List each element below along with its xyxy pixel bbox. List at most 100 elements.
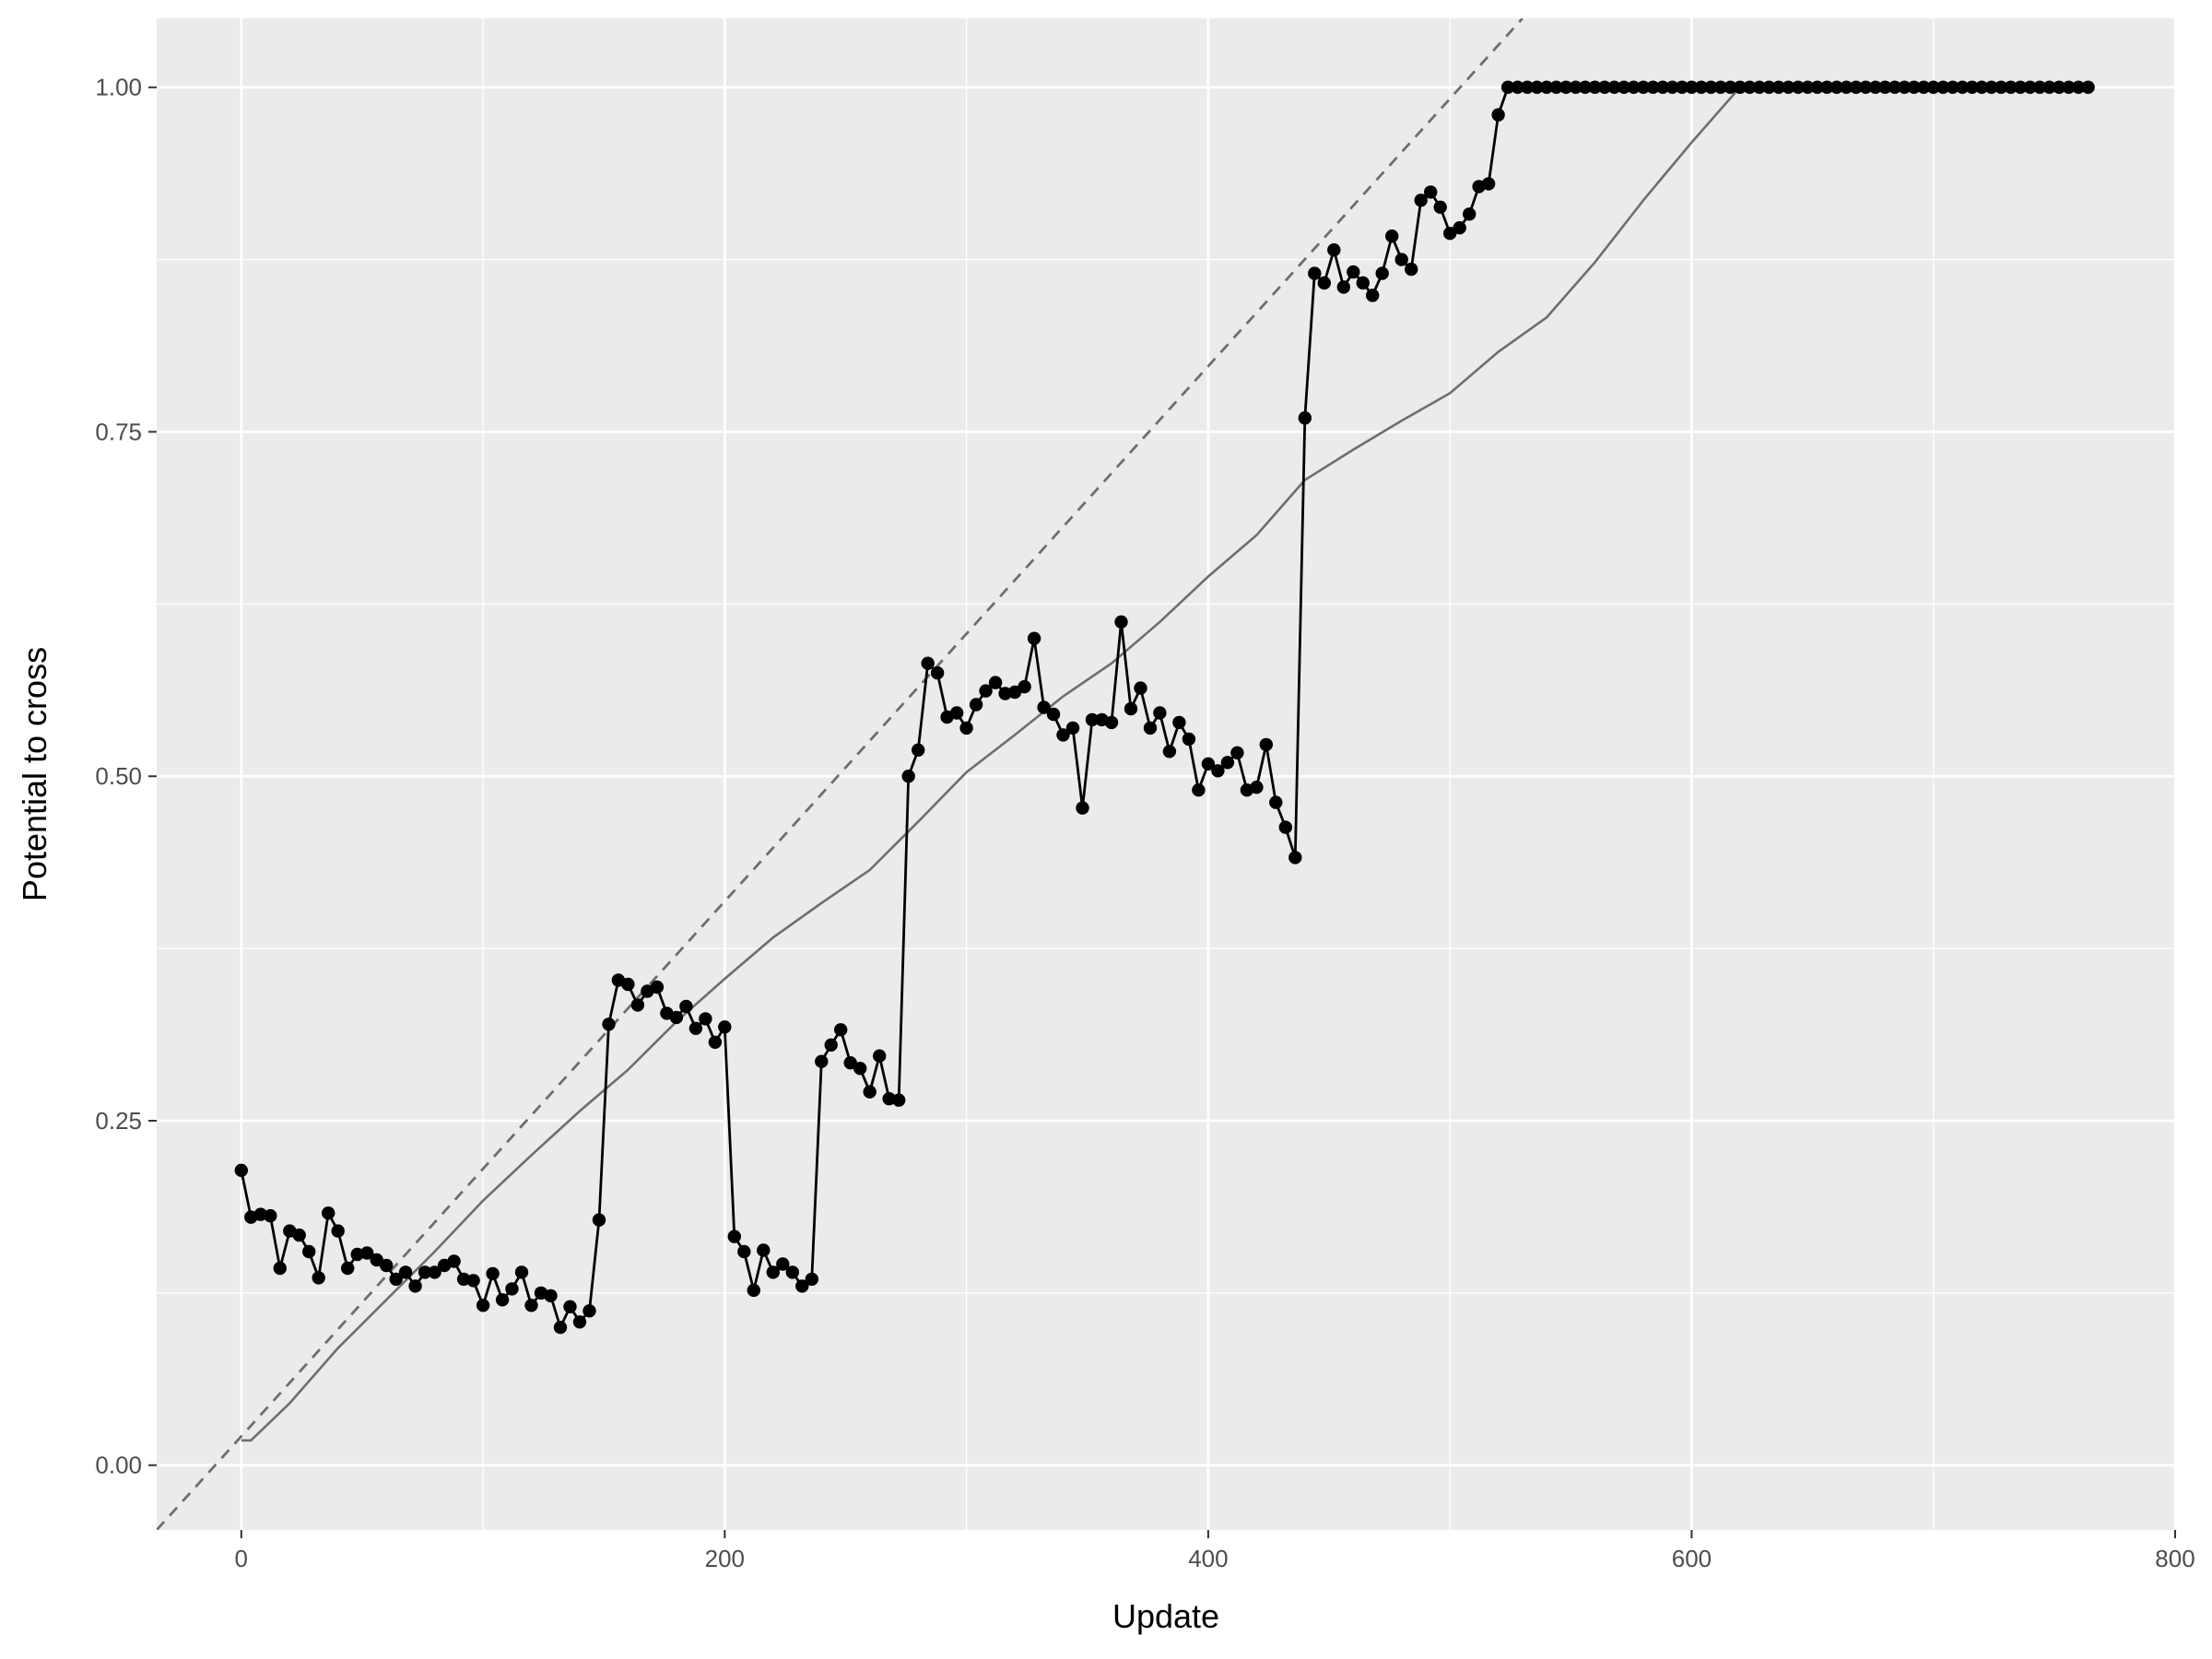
- data-point: [843, 1056, 857, 1070]
- data-point: [1627, 80, 1641, 94]
- data-point: [630, 998, 645, 1012]
- y-tick-label: 0.25: [95, 1107, 142, 1135]
- data-point: [688, 1021, 703, 1036]
- data-point: [1414, 194, 1428, 207]
- data-point: [892, 1093, 906, 1107]
- data-point: [1114, 615, 1128, 629]
- data-point: [1907, 80, 1921, 94]
- data-point: [1007, 685, 1022, 700]
- data-point: [1433, 200, 1447, 214]
- major-gridlines: [157, 18, 2177, 1530]
- grey-reference-line: [241, 86, 2088, 1442]
- data-point: [1027, 631, 1041, 645]
- data-point: [292, 1228, 306, 1242]
- data-point: [380, 1258, 394, 1273]
- data-point: [234, 1163, 248, 1178]
- data-point: [1607, 80, 1621, 94]
- data-point: [398, 1265, 413, 1279]
- x-axis: 0 200 400 600 800: [235, 1530, 2195, 1572]
- data-point: [1926, 80, 1940, 94]
- data-point: [882, 1091, 896, 1106]
- data-point: [1220, 756, 1235, 770]
- data-point: [1946, 80, 1959, 94]
- data-point: [476, 1299, 490, 1312]
- data-point: [1056, 728, 1070, 742]
- data-point: [1124, 701, 1138, 716]
- data-point: [1878, 80, 1892, 94]
- data-point: [1298, 411, 1312, 425]
- x-tick-label: 400: [1188, 1545, 1228, 1572]
- data-point: [253, 1207, 267, 1221]
- data-point: [1994, 80, 2008, 94]
- data-point: [1424, 185, 1438, 199]
- data-point: [930, 665, 945, 680]
- x-tick-label: 600: [1672, 1545, 1712, 1572]
- data-point: [1830, 80, 1844, 94]
- data-point: [1888, 80, 1901, 94]
- data-point: [669, 1010, 684, 1025]
- data-point: [1356, 276, 1371, 290]
- data-point: [1481, 177, 1496, 191]
- data-point: [1965, 80, 1979, 94]
- data-point: [1085, 712, 1100, 727]
- data-point: [592, 1213, 606, 1227]
- data-point: [1917, 80, 1931, 94]
- data-point: [979, 684, 993, 698]
- y-tick-label: 1.00: [95, 74, 142, 101]
- data-point: [1810, 80, 1825, 94]
- data-point: [824, 1038, 838, 1053]
- data-point: [1588, 80, 1602, 94]
- data-point: [1018, 679, 1031, 694]
- data-point: [428, 1265, 441, 1279]
- data-point: [1859, 80, 1873, 94]
- y-tick-label: 0.50: [95, 762, 142, 790]
- data-point: [1956, 80, 1970, 94]
- data-point: [1511, 80, 1524, 94]
- data-point: [1743, 80, 1757, 94]
- data-point: [1143, 721, 1158, 735]
- x-tick-label: 0: [235, 1545, 248, 1572]
- data-point: [1259, 737, 1274, 752]
- data-point: [1617, 80, 1631, 94]
- data-point: [1559, 80, 1573, 94]
- data-point: [1134, 681, 1147, 695]
- data-point: [1840, 80, 1853, 94]
- data-point: [1385, 229, 1399, 243]
- data-point: [1046, 707, 1061, 722]
- data-point: [486, 1266, 500, 1281]
- data-point: [312, 1271, 325, 1285]
- data-point: [1898, 80, 1912, 94]
- data-point: [969, 698, 983, 712]
- data-point: [1192, 783, 1206, 797]
- data-point: [795, 1279, 809, 1293]
- data-point: [1278, 820, 1293, 834]
- data-point: [1308, 266, 1322, 280]
- data-point: [2032, 80, 2047, 94]
- data-point: [805, 1272, 818, 1287]
- data-point: [1849, 80, 1864, 94]
- data-point: [1037, 700, 1051, 714]
- data-point: [524, 1299, 538, 1312]
- data-point: [1076, 801, 1089, 815]
- data-point: [1201, 757, 1216, 771]
- data-point: [2052, 80, 2066, 94]
- data-point: [418, 1265, 432, 1279]
- data-point: [757, 1243, 771, 1257]
- data-point: [1975, 80, 1989, 94]
- data-point: [1791, 80, 1806, 94]
- data-point: [766, 1265, 780, 1279]
- data-point: [1405, 262, 1418, 276]
- data-point: [553, 1321, 568, 1335]
- data-point: [1347, 265, 1360, 279]
- data-point: [563, 1300, 577, 1314]
- data-point: [1539, 80, 1554, 94]
- data-point: [785, 1265, 799, 1279]
- y-axis: 0.00 0.25 0.50 0.75 1.00: [95, 74, 157, 1479]
- data-point: [1453, 221, 1466, 235]
- data-point: [1782, 80, 1795, 94]
- data-point: [2013, 80, 2028, 94]
- data-point: [679, 999, 693, 1014]
- data-point: [1646, 80, 1660, 94]
- data-point: [572, 1315, 587, 1329]
- data-point: [737, 1244, 751, 1259]
